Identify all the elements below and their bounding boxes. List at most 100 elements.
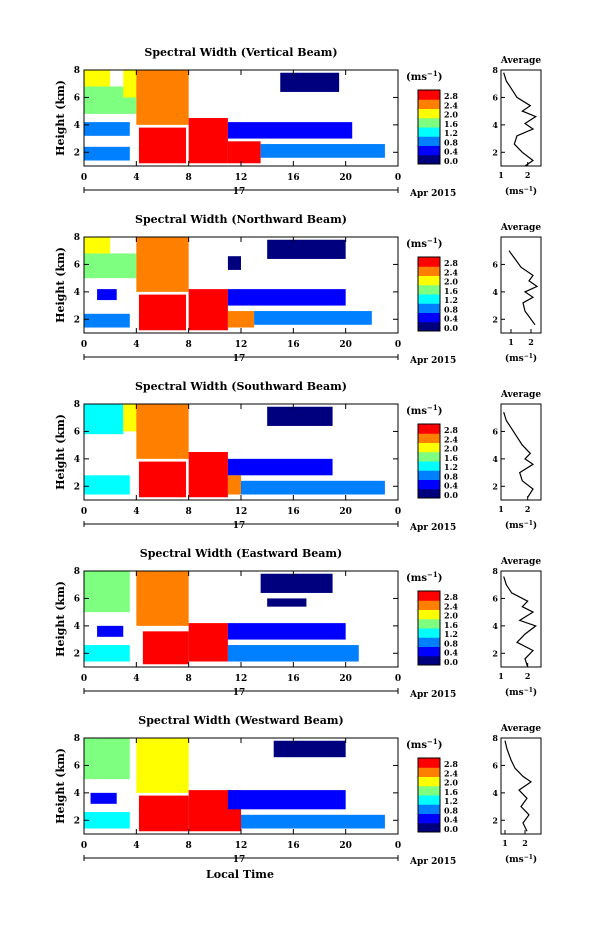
panel-title: Spectral Width (Southward Beam) — [135, 380, 347, 393]
x-tick-label: 0 — [81, 674, 87, 684]
colorbar-tick-label: 1.6 — [444, 620, 458, 630]
avg-x-tick-label: 1 — [508, 337, 514, 347]
x-tick-label: 20 — [339, 173, 352, 183]
avg-y-tick-label: 6 — [492, 760, 498, 770]
avg-profile-line — [503, 72, 537, 167]
unit-exponent: −1 — [427, 570, 438, 579]
colorbar-tick-label: 1.2 — [444, 796, 458, 806]
colorbar-swatch — [418, 655, 440, 666]
unit-close: ) — [438, 573, 443, 584]
colorbar-swatch — [418, 136, 440, 146]
heatmap-cell — [241, 480, 385, 495]
avg-y-tick-label: 8 — [492, 566, 498, 576]
avg-title: Average — [500, 223, 541, 233]
y-axis-label: Height (km) — [54, 581, 67, 657]
x-tick-label: 4 — [133, 340, 139, 350]
colorbar-tick-label: 2.0 — [444, 110, 458, 120]
unit-close: ) — [438, 406, 443, 417]
colorbar-tick-label: 1.2 — [444, 128, 458, 138]
avg-y-tick-label: 2 — [492, 147, 498, 157]
colorbar-tick-label: 2.8 — [444, 759, 458, 769]
x-tick-label: 0 — [395, 507, 401, 517]
panel-title: Spectral Width (Westward Beam) — [138, 714, 343, 727]
colorbar-swatch — [418, 99, 440, 109]
colorbar-swatch — [418, 646, 440, 657]
y-axis-label: Height (km) — [54, 414, 67, 490]
heatmap-cell — [267, 598, 307, 607]
panel-1: Spectral Width (Northward Beam)0 4 8 12 16 20… — [54, 213, 542, 366]
heatmap-cell — [84, 253, 137, 279]
heatmap-cell — [227, 623, 346, 640]
y-tick-label: 2 — [74, 816, 80, 826]
colorbar-tick-label: 2.4 — [444, 601, 458, 611]
avg-x-tick-label: 1 — [498, 671, 504, 681]
y-tick-label: 2 — [74, 649, 80, 659]
heatmap-cell — [84, 404, 124, 435]
y-tick-label: 6 — [74, 594, 80, 604]
day-label: 17 — [233, 187, 246, 197]
colorbar-swatch — [418, 284, 440, 295]
colorbar-swatch — [418, 767, 440, 777]
colorbar-tick-label: 1.6 — [444, 119, 458, 129]
x-tick-label: 0 — [81, 507, 87, 517]
unit-exponent: −1 — [427, 737, 438, 746]
colorbar-tick-label: 0.4 — [444, 815, 458, 825]
heatmap-cell — [84, 237, 111, 254]
avg-x-tick-label: 2 — [525, 504, 531, 514]
colorbar-swatch — [418, 591, 440, 601]
avg-frame — [500, 737, 542, 835]
x-tick-label: 16 — [287, 507, 300, 517]
avg-x-unit: (ms−1) — [505, 687, 537, 699]
avg-x-tick-label: 1 — [498, 170, 504, 180]
colorbar-swatch — [418, 127, 440, 137]
colorbar-unit: (ms−1) — [406, 570, 442, 585]
heatmap-cell — [84, 146, 130, 161]
heatmap-cell — [227, 790, 346, 810]
avg-y-tick-label: 6 — [492, 593, 498, 603]
date-label: Apr 2015 — [409, 857, 456, 867]
colorbar-frame — [417, 590, 441, 666]
colorbar-swatch — [418, 451, 440, 462]
avg-title: Average — [500, 56, 541, 66]
avg-y-tick-label: 6 — [492, 426, 498, 436]
heatmap-cell — [188, 623, 228, 662]
x-tick-label: 4 — [133, 674, 139, 684]
x-tick-label: 20 — [339, 674, 352, 684]
colorbar-tick-label: 1.6 — [444, 286, 458, 296]
heatmap-field — [84, 571, 359, 665]
avg-y-tick-label: 2 — [492, 314, 498, 324]
heatmap-cell — [227, 645, 359, 662]
unit-exponent: −1 — [524, 353, 533, 360]
panel-group: Spectral Width (Vertical Beam)0 4 8 12 16 20 0… — [54, 46, 542, 867]
y-tick-label: 8 — [74, 400, 80, 410]
panel-title: Spectral Width (Vertical Beam) — [144, 46, 337, 59]
x-tick-label: 0 — [81, 841, 87, 851]
y-tick-label: 4 — [74, 622, 80, 632]
colorbar-swatch — [418, 461, 440, 471]
panel-title: Spectral Width (Northward Beam) — [135, 213, 347, 226]
y-axis-label: Height (km) — [54, 80, 67, 156]
x-tick-label: 4 — [133, 173, 139, 183]
colorbar-swatch — [418, 433, 440, 443]
heatmap-cell — [227, 311, 255, 328]
colorbar-tick-label: 0.4 — [444, 648, 458, 658]
x-tick-label: 4 — [133, 841, 139, 851]
avg-x-unit: (ms−1) — [505, 854, 537, 866]
y-tick-label: 2 — [74, 315, 80, 325]
heatmap-cell — [84, 313, 130, 328]
heatmap-cell — [138, 294, 187, 331]
x-tick-label: 8 — [186, 507, 192, 517]
heatmap-cell — [84, 738, 130, 780]
colorbar-tick-label: 1.2 — [444, 295, 458, 305]
unit-exponent: −1 — [524, 854, 533, 861]
y-axis-label: Height (km) — [54, 748, 67, 824]
panel-0: Spectral Width (Vertical Beam)0 4 8 12 16 20 0… — [54, 46, 542, 199]
avg-profile-line — [503, 576, 537, 668]
colorbar-tick-label: 0.8 — [444, 471, 458, 481]
y-tick-label: 4 — [74, 789, 80, 799]
unit-exponent: −1 — [427, 236, 438, 245]
colorbar-swatch — [418, 312, 440, 323]
unit-close: ) — [438, 72, 443, 83]
day-label: 17 — [233, 688, 246, 698]
avg-y-tick-label: 4 — [492, 287, 498, 297]
